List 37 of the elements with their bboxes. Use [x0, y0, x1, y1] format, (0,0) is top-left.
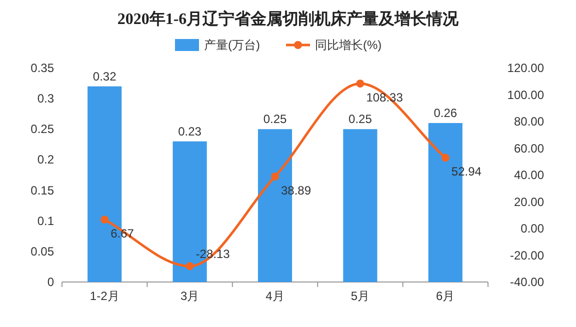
y-tick-label: 0.25 — [30, 122, 54, 136]
y2-tick-label: -40.00 — [510, 275, 544, 289]
y2-tick-label: 80.00 — [514, 114, 544, 128]
x-tick-label: 4月 — [266, 289, 284, 303]
y2-tick-label: 100.00 — [507, 88, 544, 102]
y-tick-label: 0.1 — [37, 214, 54, 228]
bar — [343, 129, 378, 282]
data-label: 0.25 — [263, 112, 287, 126]
y2-tick-label: -20.00 — [510, 248, 544, 262]
point — [356, 80, 364, 88]
y-tick-label: 0.2 — [37, 152, 54, 167]
point — [441, 154, 450, 162]
data-label: 0.32 — [92, 69, 117, 84]
chart-title: 2020年1-6月辽宁省金属切削机床产量及增长情况 — [117, 9, 460, 28]
y2-tick-label: 40.00 — [514, 168, 544, 182]
point — [100, 216, 109, 224]
legend-label: 产量(万台) — [204, 38, 260, 52]
data-label: 0.25 — [348, 112, 372, 126]
y-tick-label: 0.05 — [30, 244, 54, 258]
point — [271, 172, 279, 180]
x-tick-label: 5月 — [350, 289, 370, 303]
y2-tick-label: 60.00 — [514, 141, 544, 156]
y-tick-label: 0.3 — [37, 92, 54, 106]
y2-tick-label: 0.00 — [520, 222, 544, 236]
legend-label: 同比增长(%) — [315, 38, 382, 52]
y-tick-label: 0.35 — [30, 61, 54, 75]
data-label: 6.67 — [110, 226, 134, 241]
x-tick-label: 3月 — [180, 289, 200, 303]
y-tick-label: 0.15 — [30, 183, 54, 198]
point — [186, 262, 194, 270]
y-tick-label: 0 — [47, 275, 54, 289]
data-label: 0.26 — [434, 106, 458, 120]
y2-tick-label: 20.00 — [514, 194, 544, 209]
x-tick-label: 1-2月 — [90, 289, 120, 303]
x-tick-label: 6月 — [436, 289, 455, 303]
y2-tick-label: 120.00 — [507, 61, 544, 75]
data-label: 0.23 — [178, 124, 202, 138]
